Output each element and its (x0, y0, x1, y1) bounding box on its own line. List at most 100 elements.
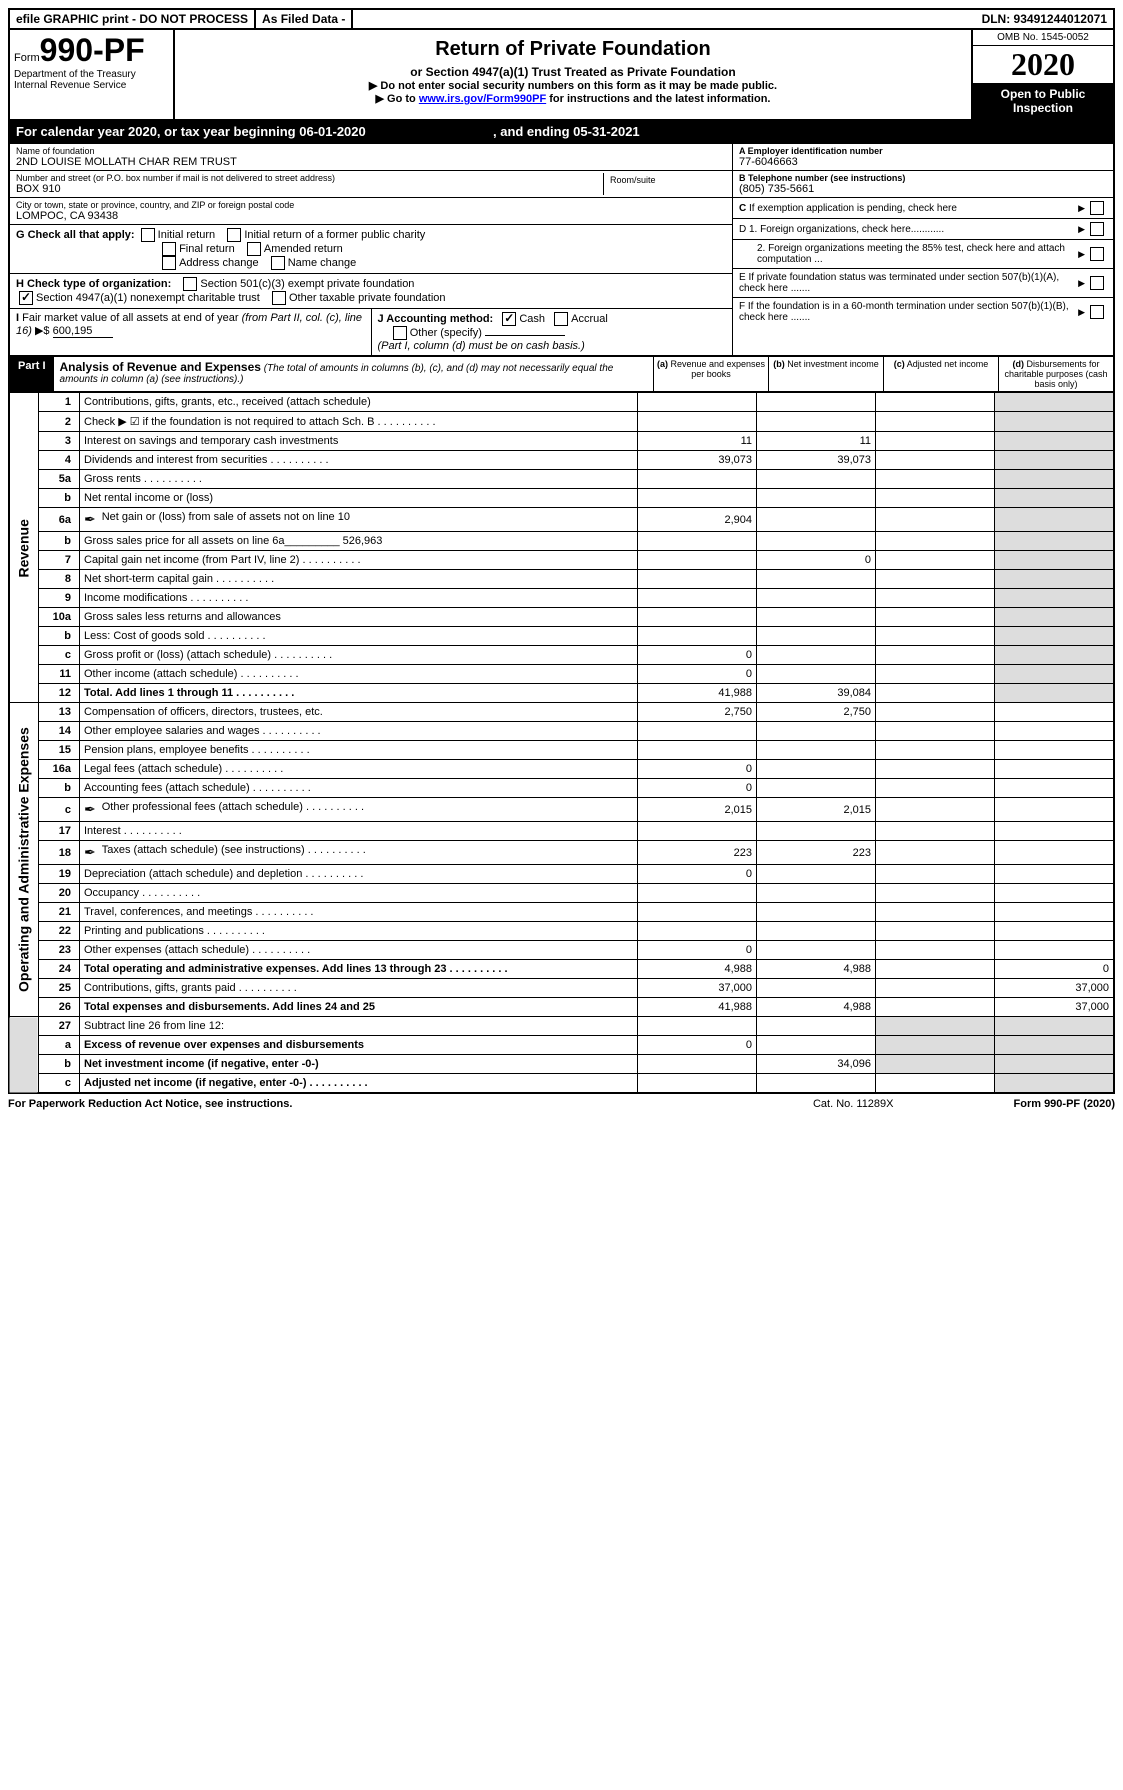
cell-value (757, 470, 876, 489)
checkbox-4947a1[interactable] (19, 291, 33, 305)
line-desc: Interest on savings and temporary cash i… (84, 435, 338, 447)
checkbox-d2[interactable] (1090, 247, 1104, 261)
cell-value (995, 884, 1115, 903)
cell-value (638, 903, 757, 922)
cell-value: 0 (995, 960, 1115, 979)
checkbox-501c3[interactable] (183, 277, 197, 291)
line-desc: Contributions, gifts, grants paid (84, 982, 236, 994)
checkbox-initial-former[interactable] (227, 228, 241, 242)
cell-value (757, 1036, 876, 1055)
checkbox-final-return[interactable] (162, 242, 176, 256)
line-desc: Gross profit or (loss) (attach schedule) (84, 649, 271, 661)
checkbox-accrual[interactable] (554, 312, 568, 326)
cell-value (995, 822, 1115, 841)
cell-value (876, 822, 995, 841)
cell-value: 223 (757, 841, 876, 865)
end-date: 05-31-2021 (573, 124, 640, 139)
cell-value: 34,096 (757, 1055, 876, 1074)
cell-value (757, 741, 876, 760)
cell-value: 0 (638, 646, 757, 665)
cell-value (876, 508, 995, 532)
cell-value (638, 589, 757, 608)
cell-value: 39,073 (757, 451, 876, 470)
line-number: 2 (39, 412, 80, 432)
line-number: b (39, 627, 80, 646)
checkbox-d1[interactable] (1090, 222, 1104, 236)
checkbox-c[interactable] (1090, 201, 1104, 215)
addr-label: Number and street (or P.O. box number if… (16, 173, 603, 183)
line-desc: Occupancy (84, 887, 139, 899)
line-desc: Adjusted net income (if negative, enter … (84, 1077, 306, 1089)
line-number: 20 (39, 884, 80, 903)
line-desc: Check ▶ ☑ if the foundation is not requi… (84, 416, 374, 428)
line-desc: Gross rents (84, 473, 141, 485)
cell-value (995, 779, 1115, 798)
efile-label: efile GRAPHIC print - DO NOT PROCESS (10, 10, 256, 28)
cell-value: 41,988 (638, 998, 757, 1017)
fmv-value: 600,195 (53, 325, 113, 338)
line-desc: Subtract line 26 from line 12: (84, 1020, 224, 1032)
line-desc: Net investment income (if negative, ente… (84, 1058, 319, 1070)
cell-value: 4,988 (757, 998, 876, 1017)
cell-value (638, 884, 757, 903)
checkbox-e[interactable] (1090, 276, 1104, 290)
line-desc: Pension plans, employee benefits (84, 744, 249, 756)
d1-text: D 1. Foreign organizations, check here..… (739, 224, 1078, 235)
checkbox-other-taxable[interactable] (272, 291, 286, 305)
line-desc: Dividends and interest from securities (84, 454, 267, 466)
cell-value (876, 684, 995, 703)
cell-value: 2,904 (638, 508, 757, 532)
foundation-name: 2ND LOUISE MOLLATH CHAR REM TRUST (16, 156, 726, 168)
line-desc: Gross sales price for all assets on line… (84, 535, 382, 547)
cell-value (876, 470, 995, 489)
line-number: 27 (39, 1017, 80, 1036)
address: BOX 910 (16, 183, 603, 195)
cell-value (995, 684, 1115, 703)
checkbox-amended-return[interactable] (247, 242, 261, 256)
cell-value (757, 665, 876, 684)
section-label: Revenue (9, 393, 39, 703)
cell-value (876, 589, 995, 608)
cell-value (995, 570, 1115, 589)
cell-value (757, 884, 876, 903)
d2-text: 2. Foreign organizations meeting the 85%… (739, 243, 1078, 265)
line-number: 13 (39, 703, 80, 722)
cell-value (876, 1055, 995, 1074)
checkbox-other-method[interactable] (393, 326, 407, 340)
line-desc: Net gain or (loss) from sale of assets n… (102, 511, 350, 523)
irs-link[interactable]: www.irs.gov/Form990PF (419, 93, 546, 105)
cell-value: 4,988 (638, 960, 757, 979)
line-desc: Contributions, gifts, grants, etc., rece… (84, 396, 371, 408)
cell-value (876, 903, 995, 922)
note2-post: for instructions and the latest informat… (546, 93, 770, 105)
cell-value (995, 703, 1115, 722)
cell-value (876, 393, 995, 412)
checkbox-f[interactable] (1090, 305, 1104, 319)
cell-value: 37,000 (995, 979, 1115, 998)
checkbox-address-change[interactable] (162, 256, 176, 270)
line-desc: Other professional fees (attach schedule… (102, 801, 303, 813)
line-desc: Travel, conferences, and meetings (84, 906, 252, 918)
form-header: Form990-PF Department of the Treasury In… (8, 30, 1115, 121)
cell-value (757, 903, 876, 922)
line-desc: Income modifications (84, 592, 187, 604)
line-number: 25 (39, 979, 80, 998)
line-number: 24 (39, 960, 80, 979)
cell-value (757, 532, 876, 551)
cell-value: 37,000 (995, 998, 1115, 1017)
cell-value (995, 865, 1115, 884)
cell-value (638, 1055, 757, 1074)
cell-value (876, 627, 995, 646)
checkbox-cash[interactable] (502, 312, 516, 326)
phone-value: (805) 735-5661 (739, 183, 1107, 195)
cell-value (638, 608, 757, 627)
section-label: Operating and Administrative Expenses (9, 703, 39, 1017)
tax-year: 2020 (973, 46, 1113, 83)
line-desc: Net rental income or (loss) (84, 492, 213, 504)
checkbox-name-change[interactable] (271, 256, 285, 270)
checkbox-initial-return[interactable] (141, 228, 155, 242)
line-number: b (39, 1055, 80, 1074)
cell-value (995, 393, 1115, 412)
irs-label: Internal Revenue Service (14, 80, 126, 91)
cell-value (757, 979, 876, 998)
